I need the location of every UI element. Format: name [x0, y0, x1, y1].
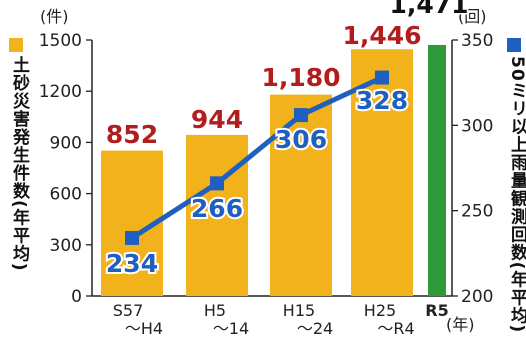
x-tick-label-line2: 〜24	[297, 319, 333, 338]
left-tick-label: 900	[50, 133, 82, 153]
right-axis-title: 50ミリ以上雨量観測回数(年平均)	[507, 56, 526, 334]
left-tick-label: 300	[50, 236, 82, 256]
right-tick-label: 300	[461, 116, 493, 136]
bar	[428, 44, 446, 296]
line-value-label: 266	[191, 194, 243, 223]
x-axis-unit: (年)	[446, 315, 475, 334]
x-tick-label-line2: 〜H4	[125, 319, 163, 338]
x-tick-label: H5	[204, 301, 226, 320]
line-point	[294, 108, 308, 123]
line-point	[125, 230, 139, 245]
bar-value-label: 1,471	[389, 0, 468, 19]
x-tick-label-line2: 〜14	[213, 319, 249, 338]
line-value-label: 306	[275, 125, 327, 154]
right-legend-swatch	[507, 38, 521, 52]
x-tick-label: H15	[283, 301, 315, 320]
bar-value-label: 1,446	[342, 21, 421, 50]
left-tick-label: 1500	[39, 31, 82, 51]
left-tick-label: 600	[50, 185, 82, 205]
bar	[270, 94, 332, 296]
bar-value-label: 944	[191, 105, 243, 134]
right-tick-label: 350	[461, 31, 493, 51]
right-tick-label: 200	[461, 287, 493, 307]
bar-value-label: 1,180	[261, 63, 340, 92]
line-value-label: 234	[106, 249, 158, 278]
x-tick-label-line2: 〜R4	[377, 319, 414, 338]
left-axis-title: 土砂災害発生件数(年平均)	[9, 56, 29, 272]
left-axis-unit: (件)	[40, 7, 69, 26]
x-tick-label: R5	[425, 301, 448, 320]
bar-value-label: 852	[106, 120, 158, 149]
bar	[186, 134, 248, 296]
series-line	[130, 75, 384, 241]
left-tick-label: 1200	[39, 82, 82, 102]
right-tick-label: 250	[461, 202, 493, 222]
line-point	[210, 176, 224, 191]
line-point	[375, 70, 389, 85]
bar	[351, 49, 413, 296]
x-tick-label: H25	[364, 301, 396, 320]
x-tick-label: S57	[113, 301, 144, 320]
left-tick-label: 0	[71, 287, 82, 307]
left-legend-swatch	[9, 38, 23, 52]
line-value-label: 328	[356, 86, 408, 115]
right-axis-unit: (回)	[458, 7, 487, 26]
